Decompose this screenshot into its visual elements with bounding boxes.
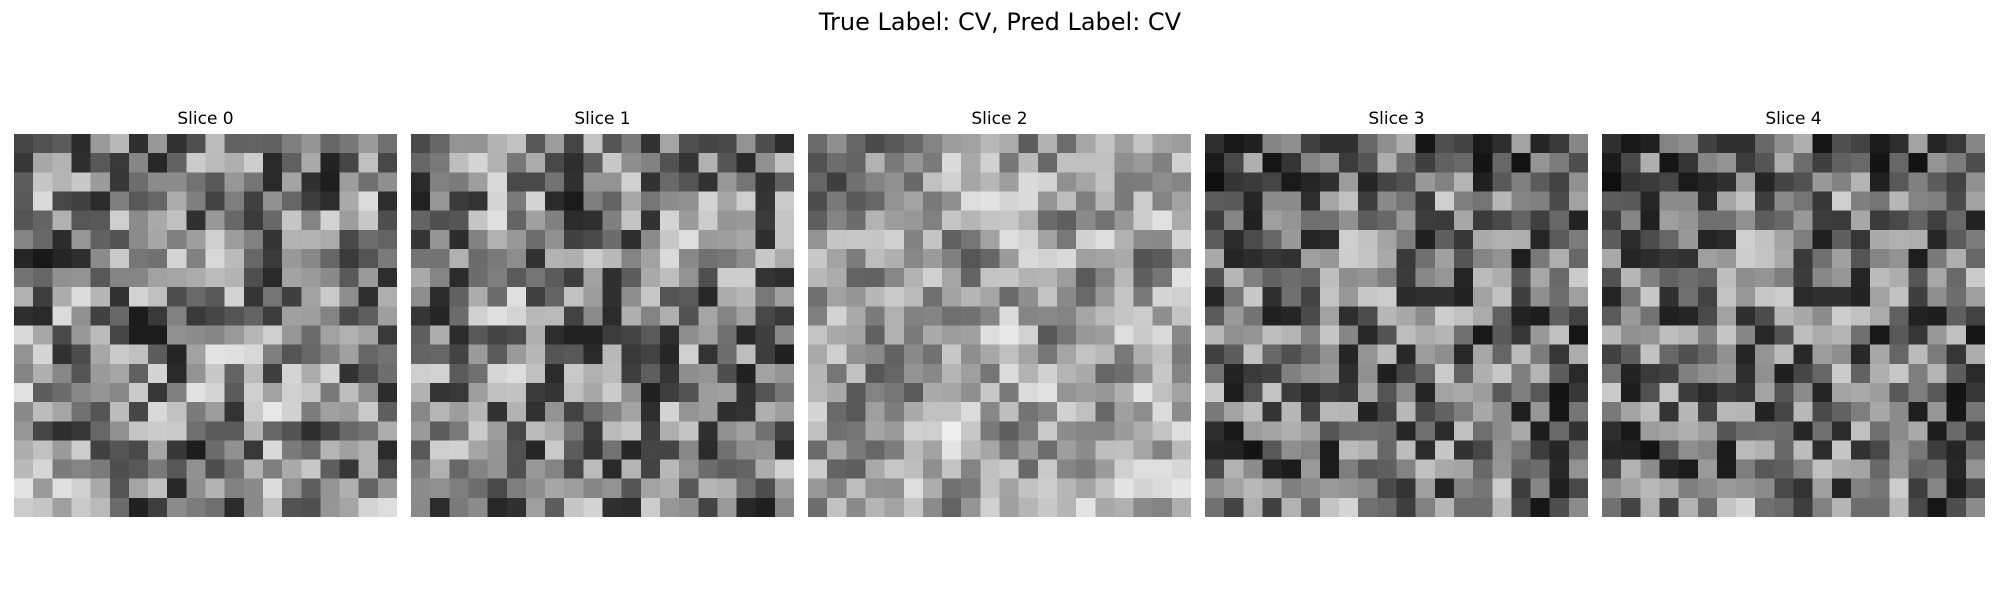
slice-image — [1602, 134, 1985, 517]
slice-panel-0: Slice 0 — [14, 106, 397, 518]
slice-panel-3: Slice 3 — [1205, 106, 1588, 518]
slice-image — [14, 134, 397, 517]
slice-panels: Slice 0 Slice 1 Slice 2 Slice 3 Slice 4 — [14, 106, 1986, 518]
slice-title: Slice 4 — [1765, 109, 1822, 129]
slice-panel-4: Slice 4 — [1602, 106, 1985, 518]
slice-title: Slice 3 — [1368, 109, 1425, 129]
slice-title: Slice 1 — [574, 109, 631, 129]
slice-panel-2: Slice 2 — [808, 106, 1191, 518]
slice-image — [808, 134, 1191, 517]
slice-panel-1: Slice 1 — [411, 106, 794, 518]
slice-image — [411, 134, 794, 517]
slice-image — [1205, 134, 1588, 517]
slice-title: Slice 2 — [971, 109, 1028, 129]
slice-title: Slice 0 — [177, 109, 234, 129]
figure-title: True Label: CV, Pred Label: CV — [818, 8, 1182, 36]
